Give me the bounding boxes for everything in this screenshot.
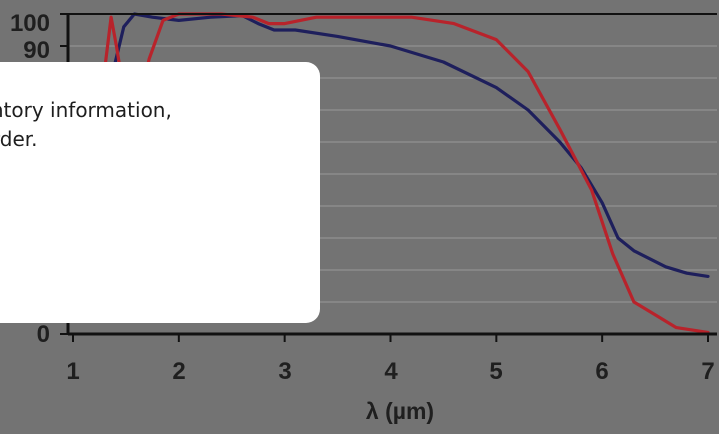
x-tick-label-4: 4: [384, 358, 398, 385]
inventory-dialog: te inventory information, your order.: [0, 62, 320, 323]
axis-ticks: 100 90 0 1 2 3 4 5 6 7: [10, 10, 715, 385]
x-axis-label: λ (µm): [366, 398, 434, 424]
x-tick-label-6: 6: [595, 358, 608, 385]
x-tick-label-2: 2: [172, 358, 185, 385]
series-line-1: [106, 12, 710, 278]
dialog-message: te inventory information, your order.: [0, 98, 172, 151]
x-tick-label-3: 3: [278, 358, 291, 385]
y-tick-label-100: 100: [10, 10, 50, 37]
x-tick-label-1: 1: [66, 358, 79, 385]
x-tick-label-7: 7: [701, 358, 714, 385]
x-tick-label-5: 5: [489, 358, 502, 385]
y-tick-label-0: 0: [37, 321, 50, 348]
y-tick-label-90: 90: [23, 37, 50, 64]
